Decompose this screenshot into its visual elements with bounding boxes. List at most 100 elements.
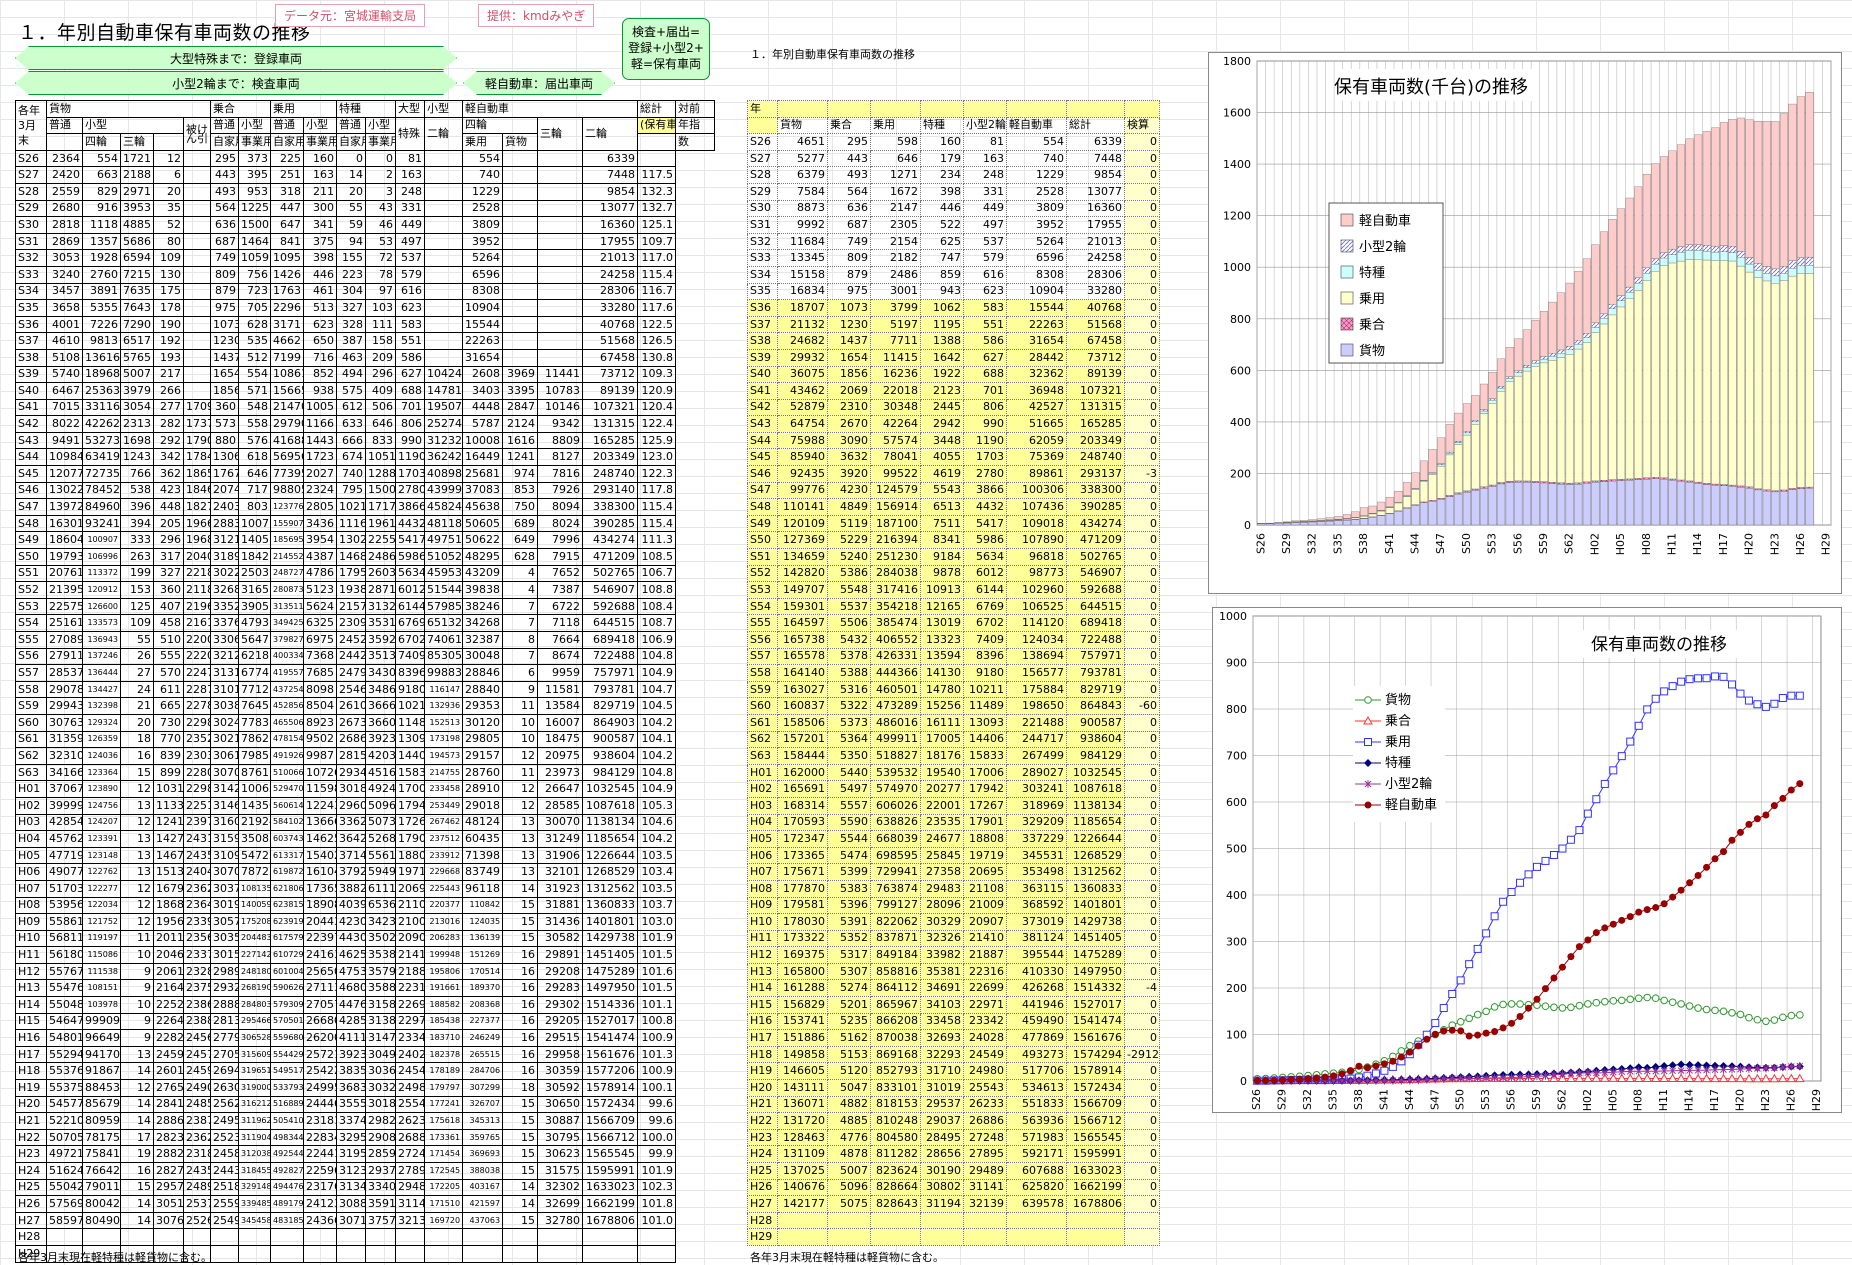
year-cell: S44 xyxy=(747,431,778,450)
table-cell: 13 xyxy=(502,863,539,881)
table-cell: 169720 xyxy=(424,1211,464,1230)
year-cell: S60 xyxy=(747,697,778,715)
bar-segment xyxy=(1488,398,1497,401)
data-point xyxy=(1414,1076,1422,1085)
data-point xyxy=(1762,1017,1770,1026)
table-cell xyxy=(1124,1228,1160,1246)
table-cell: 6722 xyxy=(537,597,584,616)
table-row: S28 2559 829 2971 20 493 953 318 211 20 3 248 1229 98… xyxy=(15,182,715,201)
table-cell: 244717 xyxy=(1006,730,1067,749)
table-cell: 2252 xyxy=(153,996,184,1014)
table-cell: 5240 xyxy=(827,548,871,566)
table-cell: 14406 xyxy=(963,730,1007,749)
table-cell: 859 xyxy=(920,265,964,284)
table-cell: 3592 xyxy=(365,631,397,649)
table-cell: -3 xyxy=(1124,465,1160,483)
bar-segment xyxy=(1625,298,1634,480)
year-cell: S45 xyxy=(747,448,778,467)
header-nirin: 二輪 xyxy=(424,116,464,151)
bar-segment xyxy=(1557,292,1566,351)
x-tick-label: S44 xyxy=(1408,533,1421,554)
table-cell: 3121 xyxy=(210,531,240,550)
legend-swatch xyxy=(1340,291,1354,305)
banner-large: 大型特殊まで：登録車両 xyxy=(15,46,457,70)
table-cell: 27248 xyxy=(963,1128,1007,1147)
table-cell: 2196 xyxy=(182,597,212,616)
table-row: S26 4651 295 598 160 81 554 6339 0 xyxy=(747,133,1160,151)
table-cell: 1790 xyxy=(182,431,212,450)
table-cell xyxy=(424,182,464,201)
table-cell: 117.6 xyxy=(637,299,677,317)
data-point xyxy=(1650,1073,1661,1082)
data-point xyxy=(1676,1073,1686,1083)
table-cell: 37067 xyxy=(46,780,83,798)
table-cell: 5949 xyxy=(365,863,397,881)
year-cell: S58 xyxy=(15,680,47,699)
table-cell: 115.4 xyxy=(637,498,677,516)
table-cell: 151269 xyxy=(462,946,504,964)
year-cell: S50 xyxy=(15,548,47,566)
table-cell: 14406 xyxy=(395,747,426,765)
table-cell xyxy=(537,282,584,301)
table-row: H02 165691 5497 574970 20277 17942 303241 10876… xyxy=(747,780,1160,798)
table-cell: 10984 xyxy=(46,448,83,467)
table-cell: 25681 xyxy=(462,465,504,483)
bar-segment xyxy=(1480,410,1488,414)
table-cell xyxy=(182,1244,212,1263)
table-cell xyxy=(537,332,584,350)
table-cell: 2670 xyxy=(827,415,871,433)
table-cell: 570501 xyxy=(270,1012,305,1031)
data-point xyxy=(1465,960,1474,969)
table-cell: 78041 xyxy=(870,448,921,467)
table-cell: 15544 xyxy=(1006,299,1067,317)
data-point xyxy=(1668,1061,1677,1070)
table-cell: 441946 xyxy=(1006,996,1067,1014)
table-cell xyxy=(1124,1211,1160,1230)
table-cell: 21009 xyxy=(963,896,1007,915)
table-cell: 0 xyxy=(1124,680,1160,699)
table-cell: 16 xyxy=(502,979,539,998)
bar-segment xyxy=(1471,421,1480,425)
table-cell: 78 xyxy=(365,265,397,284)
table-cell: 6144 xyxy=(395,597,426,616)
table-cell: 108.8 xyxy=(637,581,677,599)
table-cell: 80490 xyxy=(82,1211,121,1230)
table-cell: 4793 xyxy=(238,614,272,632)
table-cell: 193 xyxy=(153,348,184,367)
table-cell: 15544 xyxy=(462,315,504,334)
table-cell: 579 xyxy=(395,265,426,284)
table-cell: 31232 xyxy=(424,431,464,450)
bar-segment xyxy=(1565,349,1574,355)
table-row: H17 151886 5162 870038 32693 24028 477869 15616… xyxy=(747,1029,1160,1047)
table-cell: 179 xyxy=(920,149,964,168)
table-cell: 7711 xyxy=(870,332,921,350)
table-cell: 10062 xyxy=(238,780,272,798)
data-point xyxy=(1584,1000,1592,1008)
table-cell: 81 xyxy=(395,149,426,168)
table-cell: 296 xyxy=(153,531,184,550)
table-cell: 227377 xyxy=(462,1012,504,1031)
table-cell: 4430 xyxy=(336,929,367,948)
table-cell: 5235 xyxy=(827,1012,871,1031)
year-cell: S33 xyxy=(747,249,778,267)
table-cell: 155 xyxy=(336,249,367,267)
year-cell: H25 xyxy=(15,1178,47,1197)
table-cell: 379827 xyxy=(270,631,305,649)
bar-segment xyxy=(1548,353,1557,357)
bar-segment xyxy=(1334,520,1343,526)
table-cell: 11 xyxy=(502,697,539,715)
bar-segment xyxy=(1660,265,1668,478)
table-cell: 1662199 xyxy=(582,1195,639,1213)
table-cell: 30359 xyxy=(537,1062,584,1081)
table-cell: 828664 xyxy=(870,1178,921,1197)
data-point xyxy=(1787,1011,1796,1020)
table-row: S501979310699626331720403189184221455243… xyxy=(15,548,715,566)
table-cell: 3436 xyxy=(303,514,338,533)
year-cell: H28 xyxy=(747,1211,778,1230)
table-cell: 5364 xyxy=(827,730,871,749)
table-cell: 5634 xyxy=(963,548,1007,566)
table-cell: 0 xyxy=(1124,232,1160,251)
table-cell: 537 xyxy=(395,249,426,267)
table-row: S439491532731698292179088057641688144366… xyxy=(15,431,715,450)
table-cell: 0 xyxy=(1124,1095,1160,1114)
